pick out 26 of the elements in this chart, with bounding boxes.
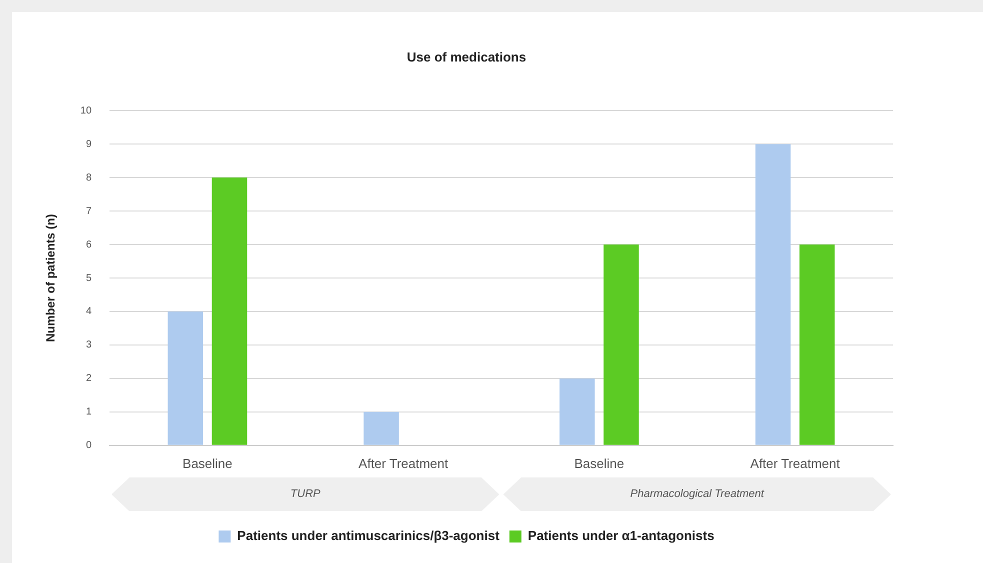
y-tick-label: 2 [86, 373, 92, 384]
x-tick-label: After Treatment [750, 456, 840, 471]
bar [364, 412, 399, 445]
bar [755, 144, 791, 445]
chart-title: Use of medications [406, 49, 526, 64]
x-tick-label: Baseline [182, 456, 232, 471]
legend-label: Patients under antimuscarinics/β3-agonist [237, 528, 500, 544]
bar [212, 178, 248, 445]
y-tick-label: 5 [86, 272, 92, 284]
y-tick-label: 6 [86, 239, 92, 250]
y-tick-label: 9 [86, 138, 92, 150]
y-tick-label: 1 [86, 406, 92, 418]
y-tick-label: 3 [86, 340, 92, 351]
y-tick-label: 0 [86, 440, 92, 452]
x-tick-label: Baseline [574, 456, 624, 471]
bar [604, 244, 639, 445]
bar [799, 244, 835, 445]
y-tick-label: 7 [86, 206, 92, 217]
y-tick-label: 4 [86, 306, 92, 318]
y-tick-label: 10 [80, 105, 92, 116]
y-tick-label: 8 [86, 172, 92, 184]
bar [168, 311, 204, 445]
y-axis-title: Number of patients (n) [44, 214, 58, 342]
x-tick-label: After Treatment [358, 456, 449, 471]
bar [560, 378, 595, 445]
legend-label: Patients under α1-antagonists [528, 528, 714, 544]
